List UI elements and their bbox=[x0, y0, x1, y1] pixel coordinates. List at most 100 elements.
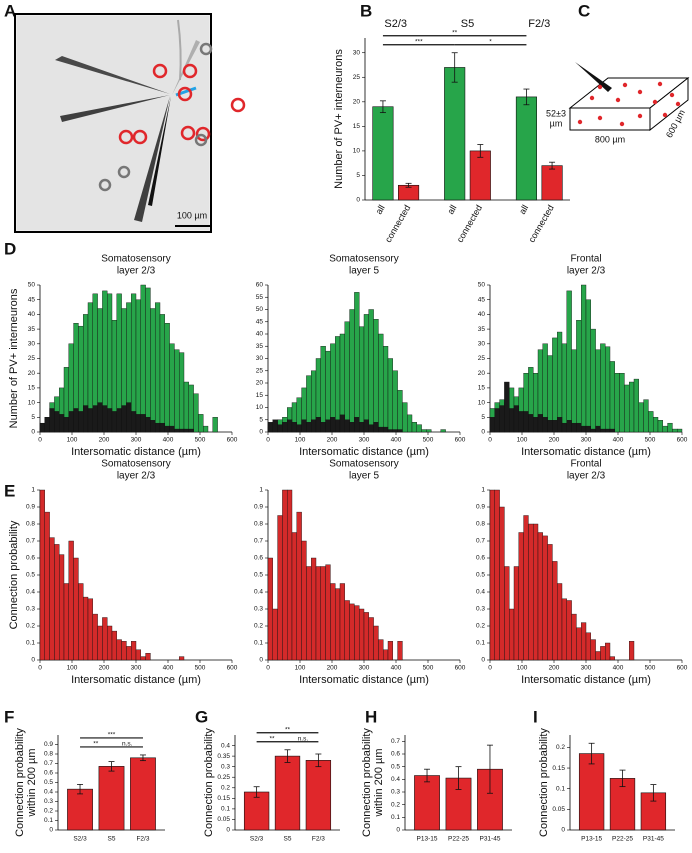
x-tick-label: all bbox=[445, 203, 458, 216]
x-axis-label: Intersomatic distance (µm) bbox=[521, 674, 651, 686]
histogram-bar bbox=[145, 287, 151, 433]
bar bbox=[515, 96, 537, 201]
x-tick-label: 600 bbox=[455, 437, 466, 444]
micrograph: 100 µm bbox=[14, 13, 246, 233]
y-tick-label: 0.3 bbox=[26, 606, 35, 613]
histogram-bar bbox=[518, 532, 524, 661]
x-tick-label: 200 bbox=[327, 665, 338, 672]
histogram-bar bbox=[509, 408, 515, 433]
x-tick-label: 200 bbox=[549, 437, 560, 444]
x-tick-label: all bbox=[517, 203, 530, 216]
y-tick-label: 0.2 bbox=[556, 744, 565, 751]
histogram-bar bbox=[154, 422, 161, 433]
y-tick-label: 50 bbox=[256, 306, 264, 313]
histogram-bar bbox=[528, 523, 534, 661]
chart-title: Somatosensory bbox=[101, 459, 170, 470]
x-tick-label: 600 bbox=[227, 665, 238, 672]
y-tick-label: 40 bbox=[478, 311, 486, 318]
y-axis-label: within 200 µm bbox=[26, 748, 38, 817]
y-tick-label: 0 bbox=[481, 657, 485, 664]
y-tick-label: 25 bbox=[478, 355, 486, 362]
histogram-bar bbox=[387, 429, 394, 433]
histogram-bar bbox=[296, 424, 302, 433]
y-axis-label: Connection probability bbox=[361, 728, 373, 837]
y-tick-label: 5 bbox=[481, 414, 485, 421]
panel-letter: B bbox=[360, 1, 372, 20]
bar bbox=[444, 67, 466, 201]
histogram-bar bbox=[605, 428, 611, 433]
histogram-bar bbox=[335, 419, 341, 433]
y-tick-label: 0.25 bbox=[217, 774, 230, 781]
histogram-bar bbox=[614, 373, 620, 433]
y-tick-label: 0.3 bbox=[254, 606, 263, 613]
y-tick-label: 0.4 bbox=[44, 789, 53, 796]
histogram-bar bbox=[159, 422, 166, 433]
histogram-bar bbox=[87, 408, 94, 433]
y-tick-label: 20 bbox=[256, 380, 264, 387]
histogram-bar bbox=[373, 625, 379, 661]
histogram-bar bbox=[363, 612, 370, 661]
x-tick-label: 100 bbox=[295, 665, 306, 672]
y-tick-label: 0.1 bbox=[391, 814, 400, 821]
y-tick-label: 50 bbox=[28, 282, 36, 289]
histogram-bar bbox=[566, 420, 572, 433]
histogram-bar bbox=[73, 557, 79, 661]
histogram-bar bbox=[344, 419, 350, 433]
y-tick-label: 0 bbox=[49, 827, 53, 834]
chart-title: layer 5 bbox=[349, 471, 379, 482]
histogram-bar bbox=[282, 422, 288, 433]
histogram-bar bbox=[44, 417, 50, 433]
histogram-bar bbox=[619, 373, 625, 433]
y-tick-label: 30 bbox=[28, 341, 36, 348]
histogram-bar bbox=[605, 346, 611, 433]
x-tick-label: S2/3 bbox=[73, 836, 87, 843]
histogram-bar bbox=[150, 308, 156, 433]
histogram-bar bbox=[494, 408, 500, 433]
x-tick-label: 100 bbox=[67, 665, 78, 672]
histogram-bar bbox=[39, 489, 45, 661]
significance-label: ** bbox=[93, 741, 99, 748]
histogram-bar bbox=[193, 393, 199, 433]
y-tick-label: 5 bbox=[259, 416, 263, 423]
y-tick-label: 15 bbox=[28, 385, 36, 392]
histogram-bar bbox=[407, 414, 413, 433]
histogram-bar bbox=[571, 422, 577, 433]
y-tick-label: 0.4 bbox=[391, 776, 400, 783]
histogram-bar bbox=[368, 424, 374, 433]
histogram-bar bbox=[581, 284, 587, 433]
panel-letter: A bbox=[4, 1, 16, 20]
y-tick-label: 0.7 bbox=[254, 538, 263, 545]
histogram-bar bbox=[557, 583, 563, 661]
y-tick-label: 25 bbox=[28, 355, 36, 362]
histogram-bar bbox=[301, 419, 307, 433]
histogram-bar bbox=[311, 419, 317, 433]
y-tick-label: 0.05 bbox=[217, 816, 230, 823]
histogram-bar bbox=[78, 411, 84, 433]
histogram-bar bbox=[78, 583, 84, 661]
histogram-bar bbox=[633, 378, 639, 433]
chart-title: layer 2/3 bbox=[117, 471, 156, 482]
y-tick-label: 30 bbox=[353, 49, 361, 56]
histogram-bar bbox=[624, 384, 630, 433]
bar bbox=[578, 753, 605, 831]
panel-letter: F bbox=[4, 707, 14, 726]
y-tick-label: 0.5 bbox=[254, 572, 263, 579]
x-tick-label: connected bbox=[526, 203, 555, 244]
histogram-bar bbox=[566, 600, 572, 661]
histogram-bar bbox=[590, 639, 596, 661]
histogram-bar bbox=[552, 337, 558, 433]
y-tick-label: 0.4 bbox=[26, 589, 35, 596]
x-tick-label: 300 bbox=[359, 437, 370, 444]
group-label: F2/3 bbox=[528, 18, 550, 30]
histogram-bar bbox=[504, 566, 510, 661]
y-tick-label: 5 bbox=[356, 172, 360, 179]
histogram-bar bbox=[68, 540, 74, 661]
y-tick-label: 0.5 bbox=[44, 779, 53, 786]
y-tick-label: 0 bbox=[259, 429, 263, 436]
histogram-bar bbox=[576, 422, 582, 433]
histogram-bar bbox=[282, 489, 288, 661]
x-axis-label: Intersomatic distance (µm) bbox=[521, 446, 651, 458]
histogram-bar bbox=[557, 331, 563, 433]
histogram-bar bbox=[397, 641, 403, 661]
histogram-bar bbox=[202, 425, 209, 433]
